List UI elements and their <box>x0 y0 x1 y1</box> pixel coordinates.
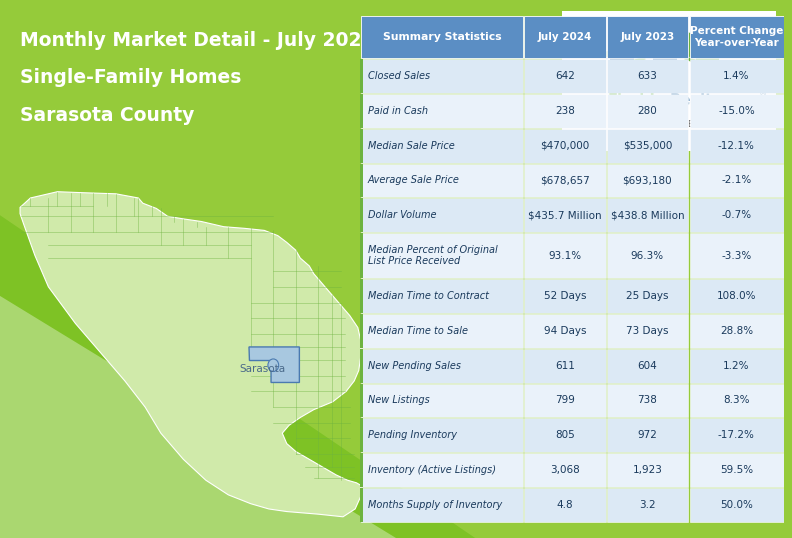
Text: 238: 238 <box>555 106 575 116</box>
Text: -0.7%: -0.7% <box>722 210 752 220</box>
Text: 1.4%: 1.4% <box>723 71 750 81</box>
Text: 972: 972 <box>638 430 657 440</box>
Text: 94 Days: 94 Days <box>543 326 586 336</box>
Text: -17.2%: -17.2% <box>718 430 755 440</box>
Text: 4.8: 4.8 <box>557 500 573 509</box>
FancyBboxPatch shape <box>524 233 606 278</box>
Text: $438.8 Million: $438.8 Million <box>611 210 684 220</box>
FancyBboxPatch shape <box>607 488 688 521</box>
FancyBboxPatch shape <box>607 419 688 452</box>
Text: $693,180: $693,180 <box>623 175 672 186</box>
Text: Monthly Market Detail - July 2024: Monthly Market Detail - July 2024 <box>20 31 375 49</box>
Text: Dollar Volume: Dollar Volume <box>368 210 436 220</box>
FancyBboxPatch shape <box>607 17 688 58</box>
FancyBboxPatch shape <box>607 94 688 128</box>
Text: $435.7 Million: $435.7 Million <box>528 210 602 220</box>
Circle shape <box>653 48 676 63</box>
FancyBboxPatch shape <box>690 94 783 128</box>
Text: 799: 799 <box>555 395 575 406</box>
Text: 738: 738 <box>638 395 657 406</box>
Text: -15.0%: -15.0% <box>718 106 755 116</box>
Circle shape <box>696 48 719 63</box>
Text: 50.0%: 50.0% <box>720 500 753 509</box>
FancyBboxPatch shape <box>524 349 606 383</box>
Text: 1,923: 1,923 <box>633 465 662 475</box>
FancyBboxPatch shape <box>607 129 688 162</box>
FancyBboxPatch shape <box>361 349 523 383</box>
FancyBboxPatch shape <box>361 17 523 58</box>
Bar <box>653 54 676 85</box>
FancyBboxPatch shape <box>607 453 688 487</box>
Text: New Listings: New Listings <box>368 395 430 406</box>
FancyBboxPatch shape <box>524 453 606 487</box>
FancyBboxPatch shape <box>524 314 606 348</box>
Text: 805: 805 <box>555 430 575 440</box>
Text: $535,000: $535,000 <box>623 140 672 151</box>
Text: 1.2%: 1.2% <box>723 360 750 371</box>
Text: 3.2: 3.2 <box>639 500 656 509</box>
FancyBboxPatch shape <box>360 199 364 232</box>
FancyBboxPatch shape <box>690 199 783 232</box>
FancyBboxPatch shape <box>524 419 606 452</box>
Text: -2.1%: -2.1% <box>722 175 752 186</box>
FancyBboxPatch shape <box>690 17 783 58</box>
Text: 52 Days: 52 Days <box>543 291 586 301</box>
FancyBboxPatch shape <box>360 314 364 348</box>
FancyBboxPatch shape <box>690 349 783 383</box>
Text: July 2024: July 2024 <box>538 32 592 43</box>
FancyBboxPatch shape <box>690 419 783 452</box>
Circle shape <box>611 48 634 63</box>
Polygon shape <box>249 347 299 383</box>
Text: -3.3%: -3.3% <box>722 251 752 261</box>
FancyBboxPatch shape <box>607 349 688 383</box>
Text: The Voice for Real Estate: The Voice for Real Estate <box>617 119 713 129</box>
Text: Months Supply of Inventory: Months Supply of Inventory <box>368 500 502 509</box>
Text: Closed Sales: Closed Sales <box>368 71 430 81</box>
Text: ®in Florida: ®in Florida <box>643 133 687 143</box>
Text: 59.5%: 59.5% <box>720 465 753 475</box>
Text: Realtors: Realtors <box>669 93 738 108</box>
Text: ®: ® <box>759 89 767 98</box>
FancyBboxPatch shape <box>690 488 783 521</box>
Text: -12.1%: -12.1% <box>718 140 755 151</box>
FancyBboxPatch shape <box>690 314 783 348</box>
FancyBboxPatch shape <box>524 279 606 313</box>
FancyBboxPatch shape <box>361 419 523 452</box>
FancyBboxPatch shape <box>524 164 606 197</box>
FancyBboxPatch shape <box>361 279 523 313</box>
Text: 96.3%: 96.3% <box>631 251 664 261</box>
FancyBboxPatch shape <box>360 384 364 417</box>
FancyBboxPatch shape <box>360 164 364 197</box>
FancyBboxPatch shape <box>558 8 780 153</box>
Text: 8.3%: 8.3% <box>723 395 750 406</box>
FancyBboxPatch shape <box>524 488 606 521</box>
FancyBboxPatch shape <box>360 419 364 452</box>
Text: 73 Days: 73 Days <box>626 326 668 336</box>
FancyBboxPatch shape <box>607 314 688 348</box>
Text: July 2023: July 2023 <box>620 32 675 43</box>
Text: 280: 280 <box>638 106 657 116</box>
FancyBboxPatch shape <box>607 59 688 93</box>
Text: $678,657: $678,657 <box>540 175 590 186</box>
Polygon shape <box>596 19 733 57</box>
FancyBboxPatch shape <box>607 384 688 417</box>
Text: 108.0%: 108.0% <box>717 291 756 301</box>
FancyBboxPatch shape <box>690 233 783 278</box>
Text: Inventory (Active Listings): Inventory (Active Listings) <box>368 465 496 475</box>
Text: Paid in Cash: Paid in Cash <box>368 106 428 116</box>
FancyBboxPatch shape <box>690 279 783 313</box>
FancyBboxPatch shape <box>524 199 606 232</box>
FancyBboxPatch shape <box>607 164 688 197</box>
FancyBboxPatch shape <box>524 384 606 417</box>
FancyBboxPatch shape <box>690 164 783 197</box>
FancyBboxPatch shape <box>360 129 364 162</box>
FancyBboxPatch shape <box>607 233 688 278</box>
FancyBboxPatch shape <box>361 164 523 197</box>
Circle shape <box>268 359 279 372</box>
Text: 93.1%: 93.1% <box>548 251 581 261</box>
FancyBboxPatch shape <box>361 59 523 93</box>
FancyBboxPatch shape <box>361 94 523 128</box>
FancyBboxPatch shape <box>361 453 523 487</box>
